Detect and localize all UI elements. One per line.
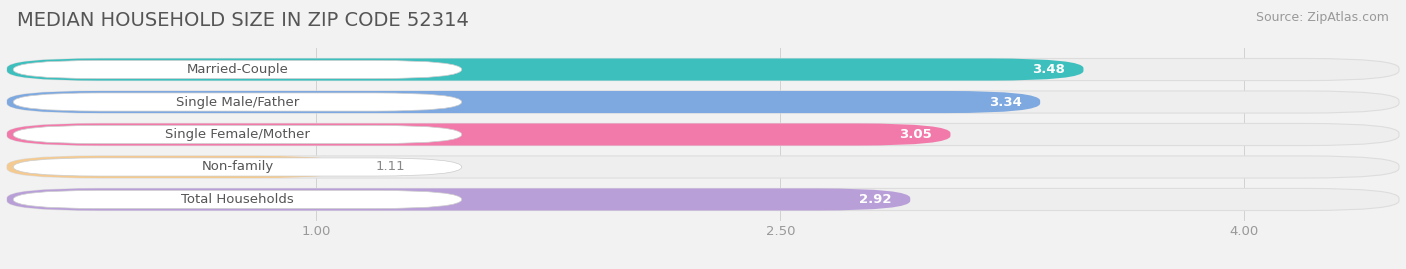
- FancyBboxPatch shape: [7, 188, 1399, 211]
- FancyBboxPatch shape: [7, 188, 910, 211]
- Text: 2.92: 2.92: [859, 193, 891, 206]
- Text: Single Male/Father: Single Male/Father: [176, 95, 299, 108]
- Text: 3.34: 3.34: [988, 95, 1022, 108]
- FancyBboxPatch shape: [7, 91, 1040, 113]
- Text: Non-family: Non-family: [201, 161, 274, 174]
- Text: MEDIAN HOUSEHOLD SIZE IN ZIP CODE 52314: MEDIAN HOUSEHOLD SIZE IN ZIP CODE 52314: [17, 11, 468, 30]
- FancyBboxPatch shape: [7, 91, 1399, 113]
- Text: Total Households: Total Households: [181, 193, 294, 206]
- FancyBboxPatch shape: [7, 58, 1399, 81]
- FancyBboxPatch shape: [13, 61, 461, 79]
- FancyBboxPatch shape: [13, 158, 461, 176]
- Text: Single Female/Mother: Single Female/Mother: [165, 128, 309, 141]
- FancyBboxPatch shape: [7, 123, 950, 146]
- FancyBboxPatch shape: [7, 156, 350, 178]
- FancyBboxPatch shape: [7, 123, 1399, 146]
- Text: 3.48: 3.48: [1032, 63, 1064, 76]
- Text: 3.05: 3.05: [900, 128, 932, 141]
- FancyBboxPatch shape: [7, 156, 1399, 178]
- Text: Married-Couple: Married-Couple: [187, 63, 288, 76]
- Text: 1.11: 1.11: [375, 161, 405, 174]
- FancyBboxPatch shape: [13, 93, 461, 111]
- FancyBboxPatch shape: [7, 58, 1084, 81]
- Text: Source: ZipAtlas.com: Source: ZipAtlas.com: [1256, 11, 1389, 24]
- FancyBboxPatch shape: [13, 125, 461, 144]
- FancyBboxPatch shape: [13, 190, 461, 208]
